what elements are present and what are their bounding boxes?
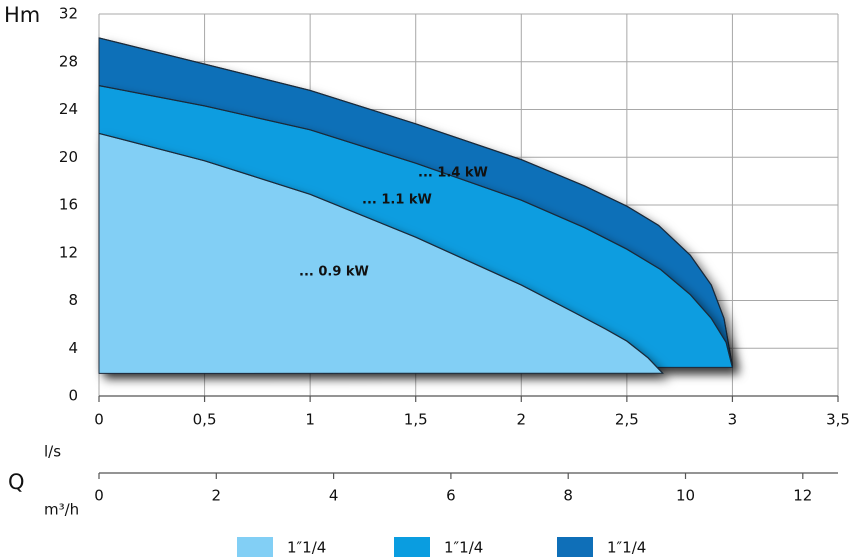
x-tick-label: 3: [728, 411, 738, 429]
x-tick-label: 2: [517, 411, 527, 429]
annotation: ... 1.1 kW: [362, 193, 432, 208]
x2-axis-label: m³/h: [44, 501, 79, 519]
annotation: ... 1.4 kW: [418, 166, 488, 181]
y-tick-label: 12: [59, 243, 78, 261]
legend-label: 1″1/4: [287, 539, 326, 557]
legend-swatch: [237, 537, 273, 557]
x2-tick-label: 8: [563, 487, 573, 505]
y-tick-label: 4: [68, 339, 78, 357]
annotation: ... 0.9 kW: [299, 265, 369, 280]
legend-label: 1″1/4: [444, 539, 483, 557]
x-tick-label: 0: [94, 411, 104, 429]
x2-tick-label: 12: [793, 487, 812, 505]
areas: [98, 37, 734, 374]
area-line: [98, 85, 733, 368]
x2-tick-label: 10: [676, 487, 695, 505]
legend-swatch: [557, 537, 593, 557]
x-tick-label: 3,5: [826, 411, 850, 429]
legend-label: 1″1/4: [607, 539, 646, 557]
x-tick-label: 2,5: [615, 411, 639, 429]
x-axis-label: l/s: [44, 443, 61, 461]
q-label: Q: [8, 470, 25, 494]
y-tick-label: 32: [59, 5, 78, 23]
y-tick-label: 16: [59, 196, 78, 214]
x2-tick-label: 6: [446, 487, 456, 505]
x2-tick-label: 0: [94, 487, 104, 505]
y-axis-label: Hm: [4, 3, 40, 27]
x-tick-label: 1: [305, 411, 315, 429]
y-tick-label: 8: [68, 291, 78, 309]
area-line: [98, 37, 733, 367]
x2-tick-label: 4: [329, 487, 339, 505]
y-tick-label: 28: [59, 52, 78, 70]
y-tick-label: 20: [59, 148, 78, 166]
legend-swatch: [394, 537, 430, 557]
x-tick-label: 0,5: [193, 411, 217, 429]
y-tick-label: 0: [68, 387, 78, 405]
area-line: [98, 132, 664, 374]
y-tick-label: 24: [59, 100, 78, 118]
x2-tick-label: 2: [212, 487, 222, 505]
x-tick-label: 1,5: [404, 411, 428, 429]
